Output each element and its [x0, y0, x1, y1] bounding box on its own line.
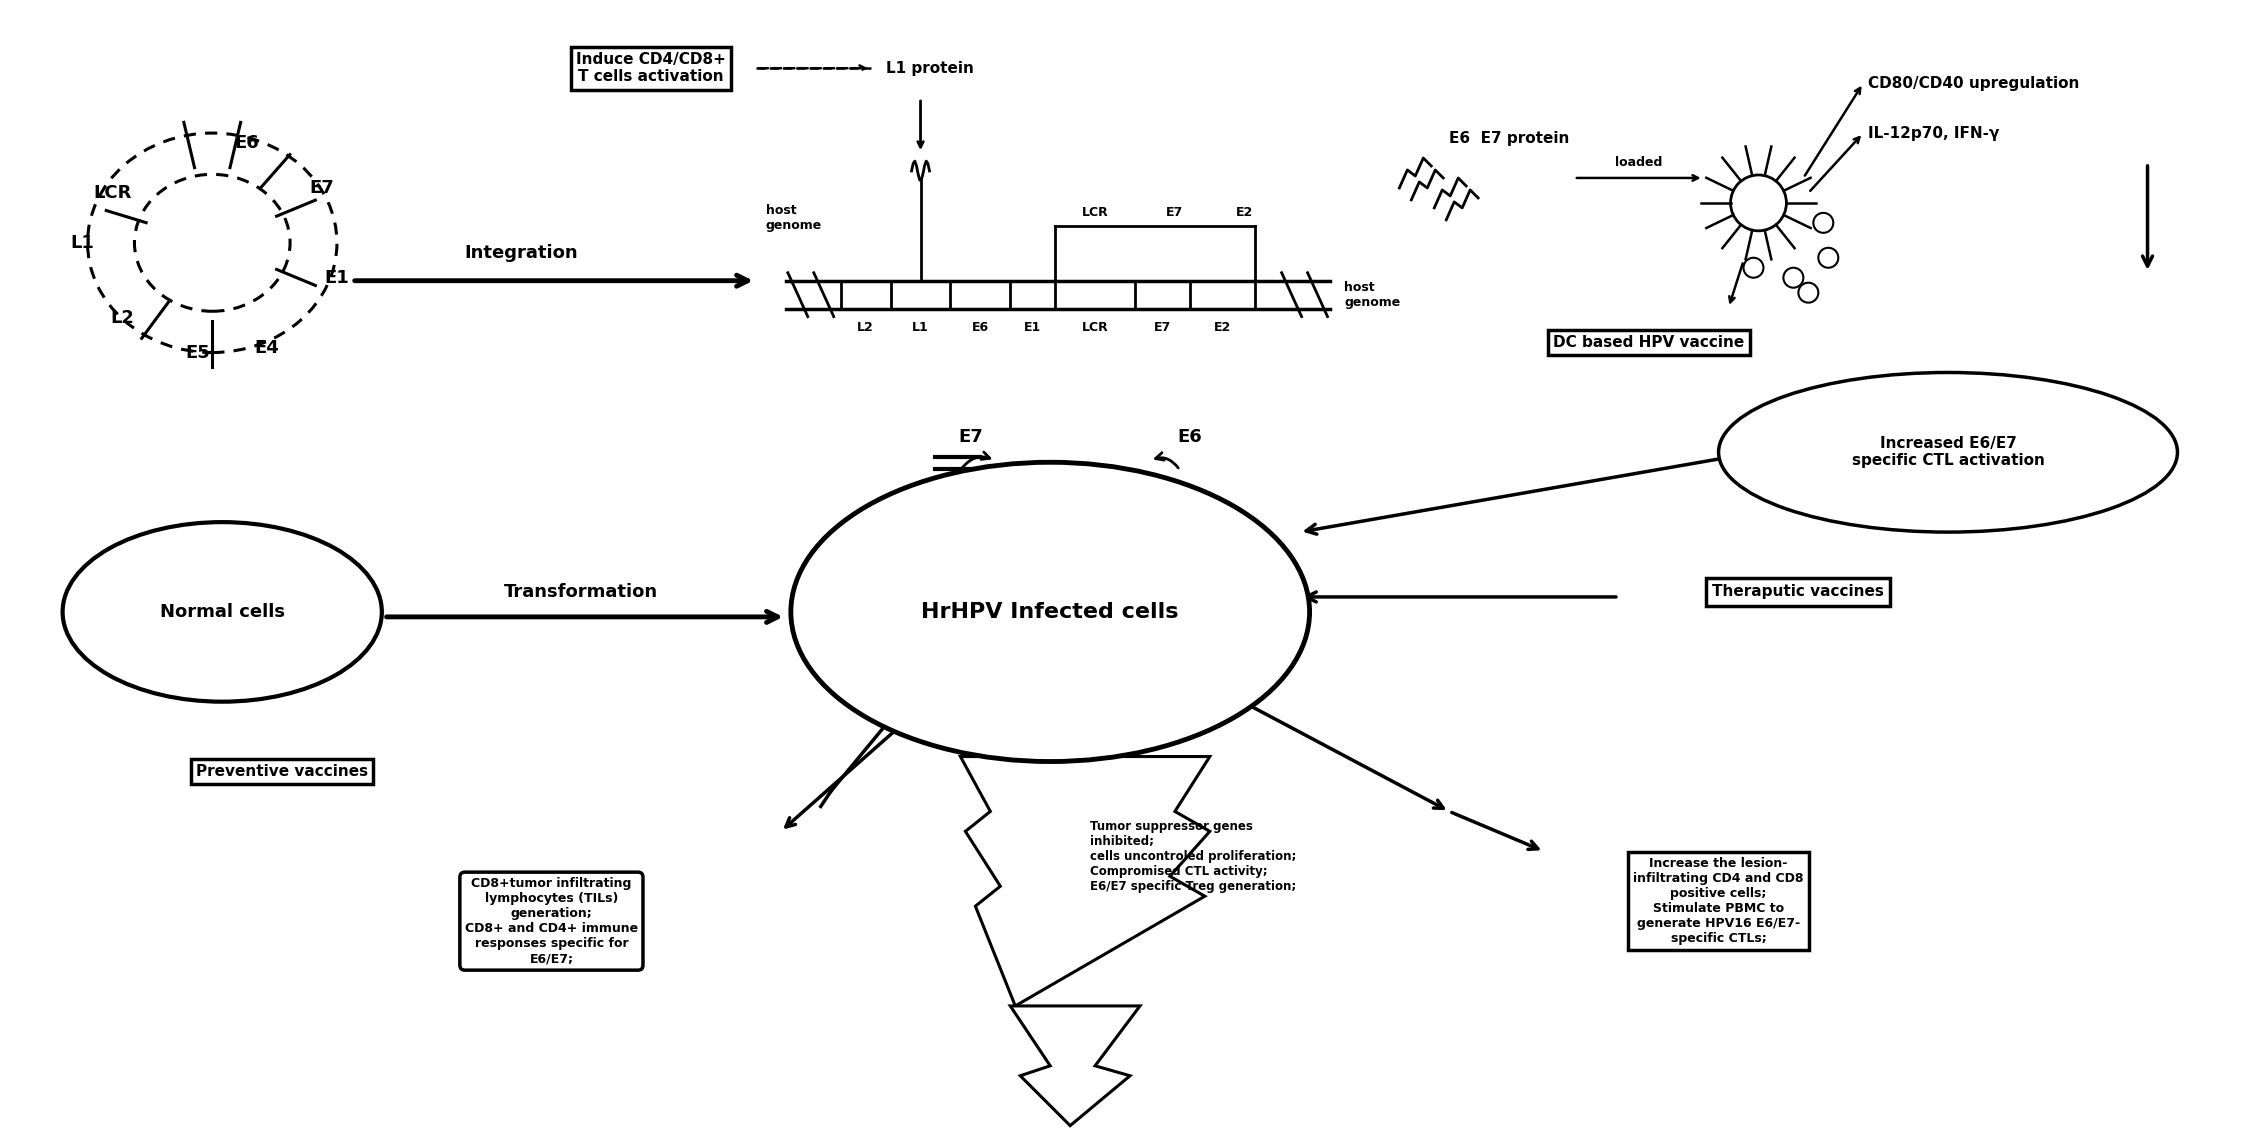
Text: E6: E6 [1177, 428, 1202, 447]
Text: host
genome: host genome [767, 204, 821, 232]
Text: L2: L2 [111, 308, 134, 327]
Text: E1: E1 [324, 268, 349, 287]
Text: Integration: Integration [465, 243, 578, 262]
Circle shape [1819, 248, 1839, 267]
Ellipse shape [64, 522, 381, 701]
Text: L1: L1 [912, 321, 930, 333]
Circle shape [1783, 267, 1803, 288]
Text: Induce CD4/CD8+
T cells activation: Induce CD4/CD8+ T cells activation [576, 53, 726, 85]
Text: E7: E7 [311, 179, 333, 196]
Text: Preventive vaccines: Preventive vaccines [195, 764, 367, 779]
Circle shape [1799, 283, 1819, 303]
Text: E2: E2 [1213, 321, 1232, 333]
Text: Tumor suppressor genes
inhibited;
cells uncontroled proliferation;
Compromised C: Tumor suppressor genes inhibited; cells … [1091, 820, 1297, 893]
Text: E7: E7 [1166, 206, 1184, 219]
Text: E7: E7 [1154, 321, 1170, 333]
Ellipse shape [792, 463, 1309, 762]
Text: HrHPV Infected cells: HrHPV Infected cells [921, 602, 1179, 622]
Text: E7: E7 [1193, 698, 1218, 716]
Text: Increased E6/E7
specific CTL activation: Increased E6/E7 specific CTL activation [1851, 436, 2043, 468]
Text: Theraputic vaccines: Theraputic vaccines [1712, 585, 1885, 600]
Text: E2: E2 [1236, 206, 1254, 219]
Text: E4: E4 [254, 338, 279, 356]
Polygon shape [1009, 1006, 1141, 1126]
Text: LCR: LCR [93, 184, 132, 202]
Text: E1: E1 [1025, 321, 1041, 333]
Polygon shape [959, 756, 1209, 1006]
Ellipse shape [1719, 372, 2177, 532]
Circle shape [1744, 258, 1765, 278]
Circle shape [1814, 212, 1833, 233]
Text: L1 protein: L1 protein [885, 61, 973, 75]
Text: LCR: LCR [1082, 321, 1109, 333]
Text: L1: L1 [70, 234, 95, 251]
Text: host
genome: host genome [1345, 281, 1402, 308]
Text: E6: E6 [236, 134, 259, 152]
Circle shape [1730, 175, 1787, 231]
Text: IL-12p70, IFN-γ: IL-12p70, IFN-γ [1869, 126, 2000, 140]
Text: Increase the lesion-
infiltrating CD4 and CD8
positive cells;
Stimulate PBMC to
: Increase the lesion- infiltrating CD4 an… [1633, 858, 1803, 946]
Text: E6  E7 protein: E6 E7 protein [1449, 130, 1569, 145]
Text: E6: E6 [939, 698, 964, 716]
Text: E5: E5 [186, 344, 209, 362]
Text: L2: L2 [857, 321, 873, 333]
Text: Normal cells: Normal cells [159, 603, 286, 621]
Text: E7: E7 [957, 428, 982, 447]
Text: Transformation: Transformation [503, 582, 658, 601]
Text: loaded: loaded [1615, 156, 1662, 169]
Text: E6: E6 [971, 321, 989, 333]
Text: CD8+tumor infiltrating
lymphocytes (TILs)
generation;
CD8+ and CD4+ immune
respo: CD8+tumor infiltrating lymphocytes (TILs… [465, 877, 637, 965]
Text: CD80/CD40 upregulation: CD80/CD40 upregulation [1869, 75, 2080, 90]
Text: DC based HPV vaccine: DC based HPV vaccine [1554, 335, 1744, 351]
Text: LCR: LCR [1082, 206, 1109, 219]
